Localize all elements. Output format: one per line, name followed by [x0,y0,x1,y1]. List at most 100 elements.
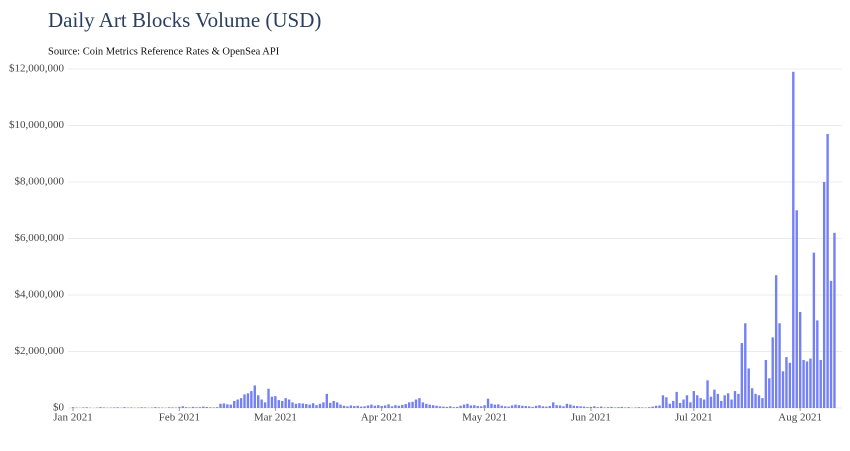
x-tick-label: Jan 2021 [53,412,92,424]
bar [798,311,802,408]
bar [356,405,359,408]
bar [514,404,517,408]
bar [263,402,267,408]
bar [665,397,668,408]
bar [222,403,226,408]
x-tick-label: Jun 2021 [571,412,611,424]
bar [102,407,106,408]
bar [363,406,366,408]
bar [359,406,363,408]
bar [267,388,270,408]
bar [552,402,555,408]
bar [184,407,188,408]
bar [479,406,483,408]
y-tick-label: $2,000,000 [15,345,65,357]
bar [335,402,339,408]
bar [521,405,524,408]
bar [366,405,370,408]
bar [281,400,284,408]
bar [123,407,126,408]
bar [353,406,356,408]
bar [390,406,394,408]
bar [517,405,521,408]
bar [637,407,641,408]
bar [696,395,699,408]
bar [219,403,222,408]
bar [339,404,342,408]
bar [401,404,404,408]
bar [761,398,764,408]
bar [157,407,160,408]
bar [181,406,184,408]
bar [308,404,311,408]
bar [507,406,510,408]
bar [692,391,696,408]
bar [534,405,538,408]
y-tick-label: $8,000,000 [15,176,65,188]
bar [503,406,507,408]
bar [651,406,654,408]
bar [600,406,603,408]
bar [377,405,380,408]
bar [531,406,534,408]
bar [702,399,706,408]
y-tick-label: $6,000,000 [15,232,65,244]
bar [277,400,280,408]
bar [603,407,606,408]
bar [582,406,586,408]
bar [750,388,754,408]
bar [555,405,558,408]
bar [442,406,445,408]
bar [678,402,682,408]
bar [411,401,414,408]
bar [634,407,637,408]
bar [771,337,774,408]
bar [785,357,788,408]
bar [284,398,287,408]
bar [407,402,411,408]
bar [325,393,329,408]
bar [274,396,277,408]
bar [493,404,497,408]
bar [270,396,274,408]
bar [205,407,208,408]
bar [709,396,713,408]
bar [85,407,88,408]
bar [257,395,260,408]
bar [826,133,829,408]
bar [260,399,263,408]
y-tick-label: $4,000,000 [15,289,65,301]
bar [620,406,623,408]
bar [130,407,133,408]
bar [370,404,373,408]
bar [332,400,335,408]
bar [802,359,805,408]
bar [668,403,672,408]
bar [438,406,442,408]
bar [812,252,816,408]
bar [287,399,291,408]
bar [171,407,174,408]
bar [757,395,761,408]
bar [764,359,768,408]
bar [545,406,548,408]
bar [562,406,565,408]
bar [212,407,215,408]
bar [593,406,596,408]
bar [579,406,582,408]
bar [606,407,610,408]
bar [294,403,298,408]
chart-subtitle: Source: Coin Metrics Reference Rates & O… [48,46,280,57]
bar [740,343,744,408]
bar [435,405,438,408]
bar [641,407,644,408]
bar [188,407,191,408]
x-tick-label: Feb 2021 [159,412,200,424]
x-tick-label: May 2021 [462,412,507,424]
bar [431,405,435,408]
chart-title: Daily Art Blocks Volume (USD) [48,8,321,32]
bar [497,404,500,408]
bar [178,406,181,408]
bar [202,406,205,408]
